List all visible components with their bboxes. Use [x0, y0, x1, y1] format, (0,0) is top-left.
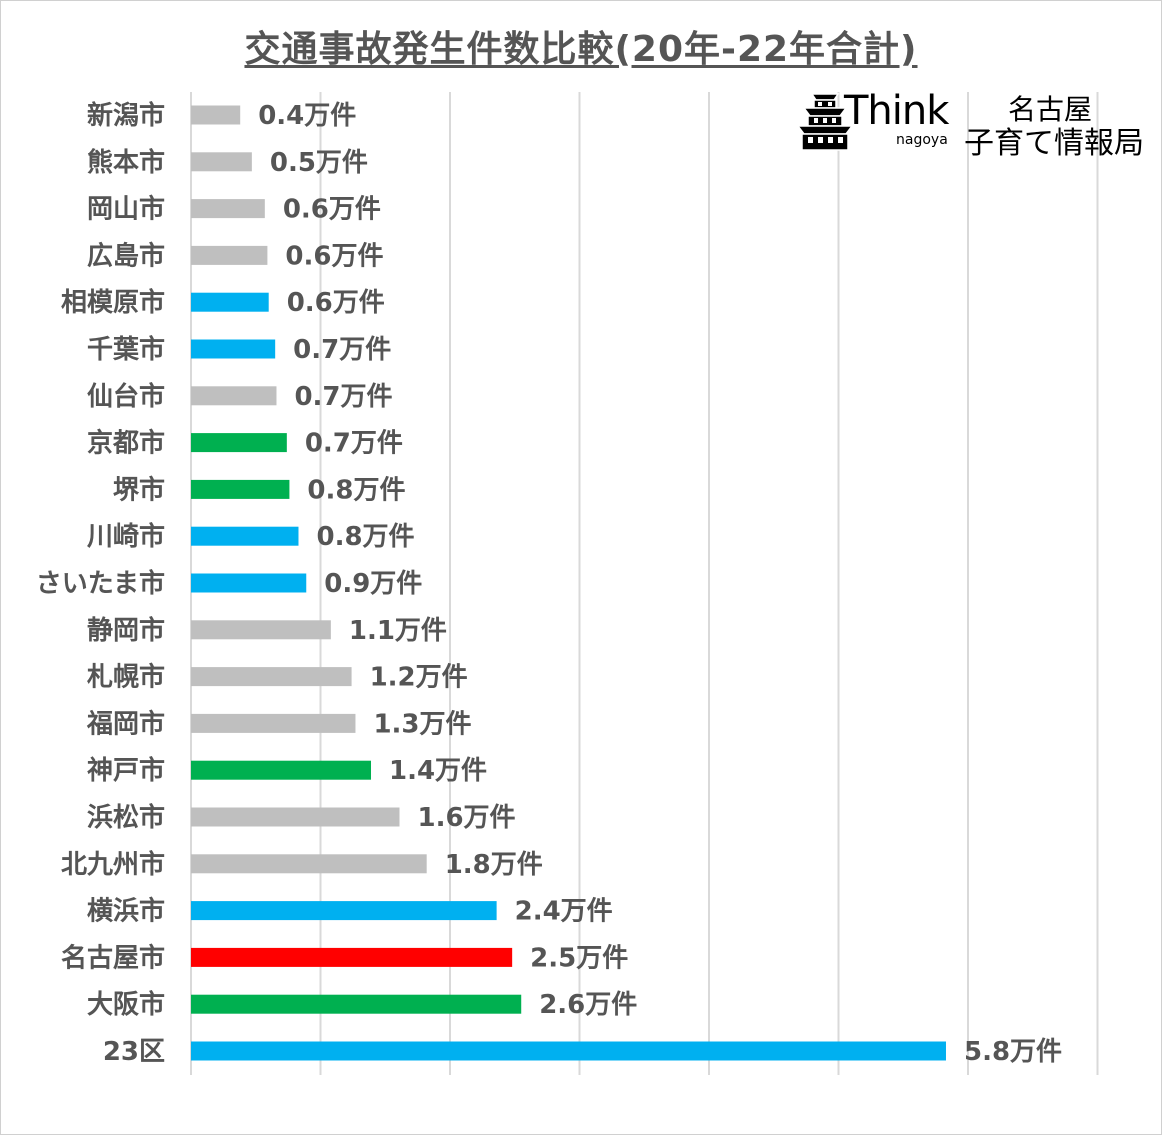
logo-line1: 名古屋: [1008, 93, 1093, 126]
category-label: 相模原市: [61, 287, 165, 318]
data-label: 0.8万件: [316, 522, 414, 552]
data-labels: 0.4万件 0.5万件 0.6万件 0.6万件 0.6万件 0.7万件 0.7万件 0.7万件…: [258, 101, 1062, 1067]
data-label: 0.6万件: [283, 195, 381, 225]
chart-title: 交通事故発生件数比較(20年-22年合計): [244, 29, 918, 70]
data-label: 5.8万件: [964, 1037, 1062, 1067]
data-label: 0.4万件: [258, 101, 356, 131]
data-label: 1.3万件: [373, 709, 471, 739]
bar: [191, 994, 522, 1014]
data-label: 0.6万件: [285, 241, 383, 271]
category-label: 北九州市: [61, 849, 165, 880]
logo-nagoya-text: nagoya: [896, 132, 948, 148]
data-label: 2.6万件: [539, 990, 637, 1020]
category-label: 23区: [103, 1037, 165, 1067]
bar: [191, 386, 277, 406]
category-label: 新潟市: [87, 100, 165, 131]
category-label: さいたま市: [36, 568, 165, 599]
category-label: 静岡市: [87, 615, 165, 646]
category-label: 仙台市: [87, 381, 165, 412]
bar: [191, 713, 356, 733]
logo-think-text: Think: [844, 88, 949, 134]
data-label: 0.7万件: [293, 335, 391, 365]
category-label: 福岡市: [86, 708, 165, 739]
category-label: 千葉市: [87, 334, 165, 365]
bar: [191, 292, 269, 312]
data-label: 2.4万件: [515, 897, 613, 927]
bar: [191, 947, 513, 967]
data-label: 0.6万件: [287, 288, 385, 318]
logo-line2: 子育て情報局: [964, 126, 1144, 161]
data-label: 0.7万件: [294, 382, 392, 412]
data-label: 0.8万件: [307, 475, 405, 505]
bar: [191, 433, 287, 453]
category-label: 堺市: [113, 474, 165, 505]
bars: [191, 105, 946, 1061]
data-label: 1.1万件: [349, 616, 447, 646]
bar: [191, 245, 268, 265]
bar: [191, 901, 497, 921]
category-label: 大阪市: [87, 989, 165, 1020]
bar: [191, 152, 252, 172]
data-label: 0.9万件: [324, 569, 422, 599]
bar: [191, 573, 307, 593]
bar: [191, 199, 265, 219]
bar: [191, 760, 372, 780]
data-label: 1.2万件: [370, 663, 468, 693]
castle-icon: [796, 93, 854, 151]
category-label: 岡山市: [87, 194, 165, 225]
data-label: 2.5万件: [530, 943, 628, 973]
category-label: 川崎市: [87, 521, 165, 552]
bar: [191, 854, 427, 874]
bar: [191, 526, 299, 546]
data-label: 0.7万件: [305, 429, 403, 459]
data-label: 0.5万件: [270, 148, 368, 178]
category-label: 神戸市: [87, 755, 165, 786]
bar: [191, 807, 400, 827]
category-label: 札幌市: [87, 662, 165, 693]
data-label: 1.6万件: [417, 803, 515, 833]
data-label: 1.4万件: [389, 756, 487, 786]
bar: [191, 667, 352, 687]
category-label: 広島市: [87, 240, 165, 271]
data-label: 1.8万件: [445, 850, 543, 880]
category-label: 名古屋市: [61, 942, 165, 973]
category-labels: 新潟市熊本市岡山市広島市相模原市千葉市仙台市京都市堺市川崎市さいたま市静岡市札幌…: [36, 100, 165, 1067]
bar: [191, 105, 241, 125]
category-label: 浜松市: [87, 802, 165, 833]
category-label: 横浜市: [87, 896, 165, 927]
category-label: 熊本市: [87, 147, 165, 178]
bar: [191, 339, 276, 359]
bar: [191, 1041, 946, 1061]
site-logo: Think nagoya 名古屋 子育て情報局: [794, 88, 1154, 161]
bar: [191, 479, 290, 499]
bar: [191, 620, 331, 640]
category-label: 京都市: [87, 428, 165, 459]
